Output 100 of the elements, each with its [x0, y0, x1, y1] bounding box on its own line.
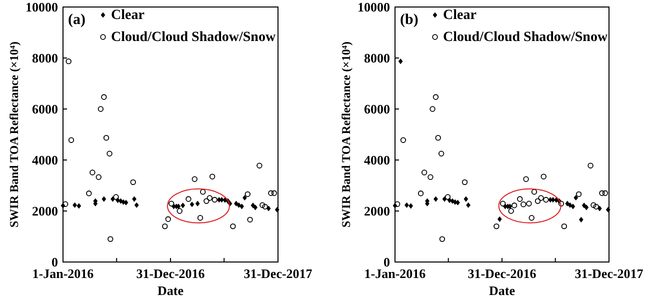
point: [106, 150, 112, 156]
point: [101, 94, 107, 100]
legend-label: Clear: [111, 8, 144, 23]
point: [72, 202, 77, 208]
point: [260, 202, 266, 208]
point: [444, 194, 451, 200]
point: [464, 196, 468, 202]
annotation: (a): [68, 12, 86, 28]
point: [543, 196, 549, 203]
point: [247, 216, 253, 223]
point: [456, 200, 460, 206]
point: [86, 190, 92, 196]
point: [206, 195, 213, 201]
point: [570, 204, 576, 210]
y-tick-label: 10000: [26, 0, 58, 15]
point: [578, 216, 584, 222]
point: [428, 174, 434, 180]
point: [180, 202, 186, 208]
legend-label: Clear: [443, 8, 476, 23]
point: [561, 223, 567, 230]
point: [568, 202, 572, 208]
point: [435, 134, 441, 141]
point: [398, 58, 403, 64]
point: [102, 196, 106, 202]
point: [98, 106, 104, 112]
y-tick-label: 10000: [358, 0, 390, 15]
point: [162, 223, 168, 230]
point: [404, 202, 409, 208]
point: [200, 189, 206, 195]
x-axis-title: Date: [158, 283, 184, 298]
point: [534, 198, 541, 204]
point: [168, 200, 174, 206]
point: [268, 190, 274, 196]
point: [130, 179, 136, 186]
point: [599, 190, 605, 196]
point: [108, 236, 114, 242]
annotation: (b): [400, 12, 418, 28]
point: [68, 137, 74, 143]
y-axis-title: SWIR Band TOA Reflectance (×10⁴): [339, 42, 353, 228]
point: [576, 191, 582, 198]
point: [590, 202, 596, 208]
point: [528, 215, 534, 221]
y-tick-label: 8000: [364, 50, 390, 66]
point: [186, 196, 192, 202]
point: [90, 170, 96, 176]
point: [134, 202, 139, 208]
point: [256, 162, 262, 168]
point: [432, 94, 439, 100]
point: [497, 216, 502, 222]
point: [195, 200, 200, 206]
y-tick-label: 4000: [32, 152, 58, 168]
point: [96, 174, 102, 180]
point: [466, 202, 470, 208]
point: [204, 198, 210, 204]
point: [250, 202, 256, 208]
point: [593, 204, 599, 210]
point: [192, 176, 198, 182]
y-tick-label: 2000: [364, 204, 390, 219]
point: [520, 202, 526, 208]
y-tick-label: 8000: [32, 50, 58, 66]
point: [558, 200, 564, 206]
point: [66, 58, 72, 64]
point: [462, 179, 468, 186]
point: [508, 208, 514, 214]
x-tick-label: 31-Dec-2017: [244, 266, 313, 281]
point: [274, 206, 280, 213]
point: [165, 216, 171, 222]
point: [176, 208, 182, 214]
point: [230, 223, 236, 230]
point: [526, 200, 532, 206]
point: [540, 174, 546, 180]
point: [500, 200, 506, 206]
point: [222, 197, 228, 203]
point: [565, 200, 570, 206]
point: [113, 194, 119, 200]
y-tick-label: 4000: [364, 152, 390, 168]
point: [523, 176, 529, 182]
point: [103, 134, 110, 141]
y-axis-title: SWIR Band TOA Reflectance (×10⁴): [7, 42, 21, 228]
point: [606, 206, 610, 213]
y-tick-label: 6000: [32, 102, 58, 117]
point: [76, 203, 82, 209]
point: [439, 236, 446, 242]
point: [197, 215, 204, 221]
point: [597, 206, 602, 212]
point: [511, 202, 518, 208]
x-tick-label: 31-Dec-2016: [468, 266, 537, 281]
point: [438, 150, 444, 156]
point: [517, 196, 523, 202]
point: [190, 202, 194, 208]
point: [434, 196, 438, 202]
point: [602, 190, 608, 196]
point: [584, 204, 589, 210]
x-tick-label: 31-Dec-2017: [574, 266, 644, 281]
point: [244, 191, 251, 198]
point: [132, 196, 136, 202]
point: [212, 196, 218, 203]
point: [271, 190, 278, 196]
point: [236, 202, 242, 208]
point: [574, 194, 578, 201]
